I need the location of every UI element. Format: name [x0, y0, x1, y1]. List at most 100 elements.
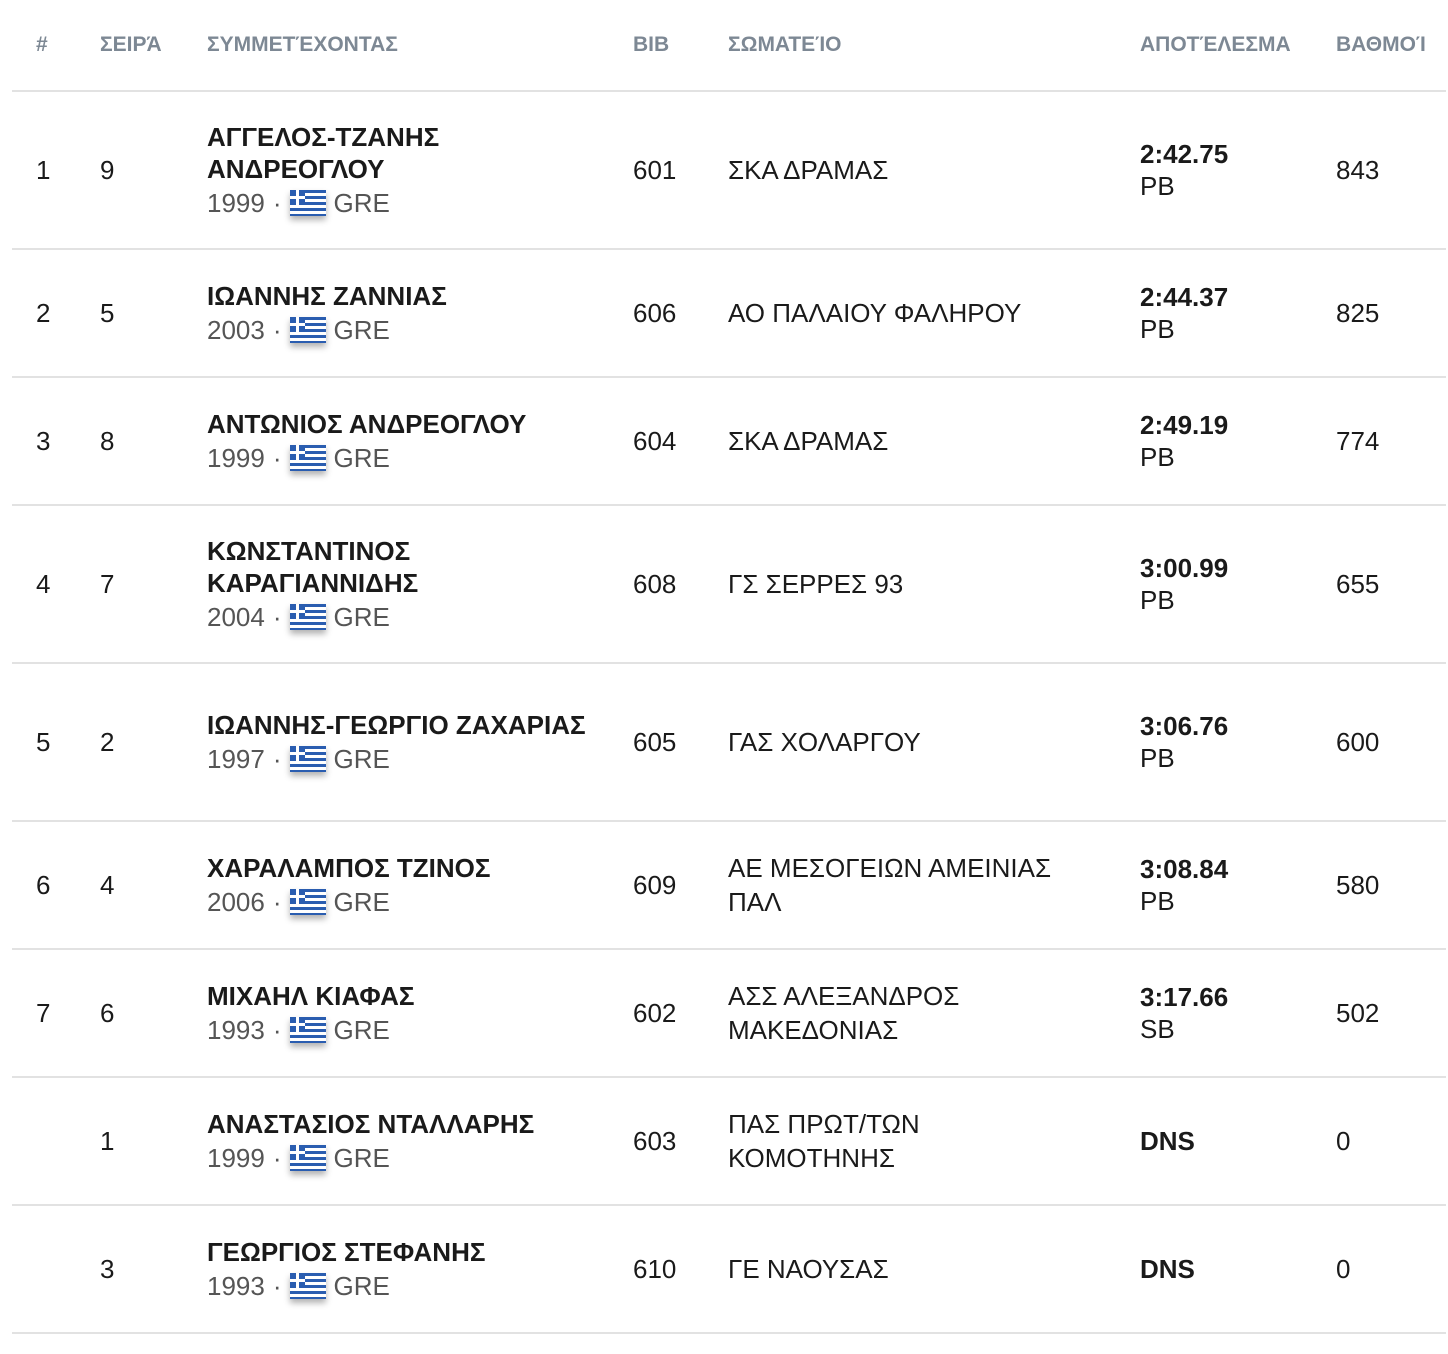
table-row[interactable]: 4 7 ΚΩΝΣΤΑΝΤΙΝΟΣ ΚΑΡΑΓΙΑΝΝΙΔΗΣ 2004 · GRE …	[12, 505, 1446, 664]
bib: 603	[621, 1077, 716, 1206]
header-row: # ΣΕΙΡΆ ΣΥΜΜΕΤΈΧΟΝΤΑΣ BIB ΣΩΜΑΤΕΊΟ ΑΠΟΤΈ…	[12, 0, 1446, 92]
country-code: GRE	[333, 1143, 390, 1173]
athlete-name[interactable]: ΜΙΧΑΗΛ ΚΙΑΦΑΣ	[207, 981, 415, 1011]
table-row[interactable]: 1 ΑΝΑΣΤΑΣΙΟΣ ΝΤΑΛΛΑΡΗΣ 1999 · GRE 603 ΠΑΣ …	[12, 1077, 1446, 1206]
table-row[interactable]: 1 9 ΑΓΓΕΛΟΣ-ΤΖΑΝΗΣ ΑΝΔΡΕΟΓΛΟΥ 1999 · GRE 6…	[12, 91, 1446, 250]
greece-flag-icon	[289, 889, 326, 915]
athlete-cell: ΑΝΑΣΤΑΣΙΟΣ ΝΤΑΛΛΑΡΗΣ 1999 · GRE	[195, 1077, 621, 1206]
col-rank[interactable]: #	[12, 0, 88, 92]
athlete-name[interactable]: ΑΓΓΕΛΟΣ-ΤΖΑΝΗΣ ΑΝΔΡΕΟΓΛΟΥ	[207, 122, 440, 184]
result-note: PB	[1140, 743, 1175, 773]
separator: ·	[272, 887, 282, 917]
bib: 602	[621, 949, 716, 1078]
greece-flag-icon	[289, 1273, 326, 1299]
birth-year: 1999	[207, 188, 265, 218]
table-row[interactable]: 2 5 ΙΩΑΝΝΗΣ ΖΑΝΝΙΑΣ 2003 · GRE 606 ΑΟ ΠΑΛΑ…	[12, 249, 1446, 378]
athlete-meta: 1999 · GRE	[207, 442, 621, 474]
rank	[12, 1205, 88, 1334]
col-athlete[interactable]: ΣΥΜΜΕΤΈΧΟΝΤΑΣ	[195, 0, 621, 92]
col-result[interactable]: ΑΠΟΤΈΛΕΣΜΑ	[1128, 0, 1324, 92]
table-row[interactable]: 5 2 ΙΩΑΝΝΗΣ-ΓΕΩΡΓΙΟ ΖΑΧΑΡΙΑΣ 1997 · GRE 60…	[12, 663, 1446, 822]
result-time: 2:49.19	[1140, 410, 1229, 440]
greece-flag-icon	[289, 1017, 326, 1043]
club: ΑΣΣ ΑΛΕΞΑΝΔΡΟΣ ΜΑΚΕΔΟΝΙΑΣ	[716, 949, 1128, 1078]
club: ΓΕ ΝΑΟΥΣΑΣ	[716, 1205, 1128, 1334]
table-row[interactable]: 3 8 ΑΝΤΩΝΙΟΣ ΑΝΔΡΕΟΓΛΟΥ 1999 · GRE 604 ΣΚΑ…	[12, 377, 1446, 506]
athlete-meta: 1999 · GRE	[207, 187, 621, 219]
separator: ·	[272, 443, 282, 473]
result-cell: 3:08.84 PB	[1128, 821, 1324, 950]
country-code: GRE	[333, 443, 390, 473]
result-time: 3:08.84	[1140, 854, 1229, 884]
athlete-name[interactable]: ΙΩΑΝΝΗΣ ΖΑΝΝΙΑΣ	[207, 281, 447, 311]
country-code: GRE	[333, 744, 390, 774]
lane: 3	[88, 1205, 195, 1334]
club: ΓΣ ΣΕΡΡΕΣ 93	[716, 505, 1128, 664]
greece-flag-icon	[289, 604, 326, 630]
greece-flag-icon	[289, 317, 326, 343]
athlete-meta: 1993 · GRE	[207, 1014, 621, 1046]
separator: ·	[272, 315, 282, 345]
club: ΣΚΑ ΔΡΑΜΑΣ	[716, 377, 1128, 506]
greece-flag-icon	[289, 190, 326, 216]
greece-flag-icon	[289, 746, 326, 772]
athlete-meta: 1993 · GRE	[207, 1270, 621, 1302]
result-note: PB	[1140, 886, 1175, 916]
country-code: GRE	[333, 1271, 390, 1301]
result-time: 3:00.99	[1140, 553, 1229, 583]
lane: 5	[88, 249, 195, 378]
rank: 2	[12, 249, 88, 378]
result-note: PB	[1140, 314, 1175, 344]
club: ΣΚΑ ΔΡΑΜΑΣ	[716, 91, 1128, 250]
birth-year: 1999	[207, 443, 265, 473]
bib: 610	[621, 1205, 716, 1334]
club: ΑΟ ΠΑΛΑΙΟΥ ΦΑΛΗΡΟΥ	[716, 249, 1128, 378]
athlete-name[interactable]: ΙΩΑΝΝΗΣ-ΓΕΩΡΓΙΟ ΖΑΧΑΡΙΑΣ	[207, 710, 586, 740]
result-cell: 3:06.76 PB	[1128, 663, 1324, 822]
result-time: 2:44.37	[1140, 282, 1229, 312]
rank: 5	[12, 663, 88, 822]
col-lane[interactable]: ΣΕΙΡΆ	[88, 0, 195, 92]
rank: 4	[12, 505, 88, 664]
result-time: DNS	[1140, 1254, 1195, 1284]
result-cell: 2:42.75 PB	[1128, 91, 1324, 250]
points: 843	[1324, 91, 1446, 250]
greece-flag-icon	[289, 1145, 326, 1171]
col-points[interactable]: ΒΑΘΜΟΊ	[1324, 0, 1446, 92]
athlete-name[interactable]: ΑΝΤΩΝΙΟΣ ΑΝΔΡΕΟΓΛΟΥ	[207, 409, 527, 439]
result-time: 3:17.66	[1140, 982, 1229, 1012]
club: ΑΕ ΜΕΣΟΓΕΙΩΝ ΑΜΕΙΝΙΑΣ ΠΑΛ	[716, 821, 1128, 950]
result-note: PB	[1140, 585, 1175, 615]
athlete-name[interactable]: ΓΕΩΡΓΙΟΣ ΣΤΕΦΑΝΗΣ	[207, 1237, 486, 1267]
birth-year: 1999	[207, 1143, 265, 1173]
separator: ·	[272, 1015, 282, 1045]
separator: ·	[272, 1143, 282, 1173]
athlete-cell: ΑΝΤΩΝΙΟΣ ΑΝΔΡΕΟΓΛΟΥ 1999 · GRE	[195, 377, 621, 506]
separator: ·	[272, 602, 282, 632]
athlete-cell: ΜΙΧΑΗΛ ΚΙΑΦΑΣ 1993 · GRE	[195, 949, 621, 1078]
lane: 2	[88, 663, 195, 822]
bib: 606	[621, 249, 716, 378]
points: 502	[1324, 949, 1446, 1078]
table-row[interactable]: 7 6 ΜΙΧΑΗΛ ΚΙΑΦΑΣ 1993 · GRE 602 ΑΣΣ ΑΛΕΞΑ…	[12, 949, 1446, 1078]
athlete-name[interactable]: ΧΑΡΑΛΑΜΠΟΣ ΤΖΙΝΟΣ	[207, 853, 491, 883]
athlete-cell: ΓΕΩΡΓΙΟΣ ΣΤΕΦΑΝΗΣ 1993 · GRE	[195, 1205, 621, 1334]
table-row[interactable]: 6 4 ΧΑΡΑΛΑΜΠΟΣ ΤΖΙΝΟΣ 2006 · GRE 609 ΑΕ ΜΕ…	[12, 821, 1446, 950]
result-note: PB	[1140, 442, 1175, 472]
result-cell: DNS	[1128, 1077, 1324, 1206]
lane: 4	[88, 821, 195, 950]
rank: 3	[12, 377, 88, 506]
athlete-name[interactable]: ΑΝΑΣΤΑΣΙΟΣ ΝΤΑΛΛΑΡΗΣ	[207, 1109, 535, 1139]
lane: 6	[88, 949, 195, 1078]
athlete-name[interactable]: ΚΩΝΣΤΑΝΤΙΝΟΣ ΚΑΡΑΓΙΑΝΝΙΔΗΣ	[207, 536, 419, 598]
separator: ·	[272, 188, 282, 218]
result-cell: DNS	[1128, 1205, 1324, 1334]
birth-year: 1993	[207, 1015, 265, 1045]
result-cell: 2:49.19 PB	[1128, 377, 1324, 506]
lane: 9	[88, 91, 195, 250]
col-bib[interactable]: BIB	[621, 0, 716, 92]
col-club[interactable]: ΣΩΜΑΤΕΊΟ	[716, 0, 1128, 92]
table-row[interactable]: 3 ΓΕΩΡΓΙΟΣ ΣΤΕΦΑΝΗΣ 1993 · GRE 610 ΓΕ ΝΑΟΥ…	[12, 1205, 1446, 1334]
rank: 6	[12, 821, 88, 950]
bib: 604	[621, 377, 716, 506]
